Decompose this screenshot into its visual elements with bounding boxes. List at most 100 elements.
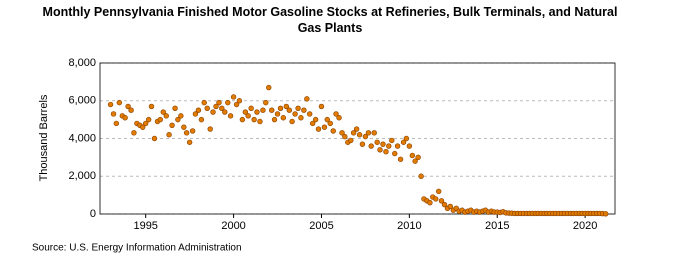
data-point: [397, 156, 404, 162]
data-point: [225, 99, 231, 106]
data-point: [113, 120, 120, 127]
y-tick-label: 8,000: [68, 57, 96, 69]
data-point: [286, 107, 293, 113]
data-point: [233, 101, 240, 108]
data-point: [145, 116, 152, 123]
data-point: [271, 116, 278, 123]
data-point: [210, 109, 216, 115]
data-point: [350, 130, 357, 136]
data-point: [353, 126, 360, 132]
data-point: [380, 141, 386, 147]
data-point: [400, 139, 407, 145]
data-point: [230, 94, 237, 100]
data-point: [447, 203, 454, 210]
x-tick-label: 2005: [309, 220, 333, 232]
data-point: [227, 113, 234, 119]
data-point: [125, 103, 131, 110]
data-point: [339, 130, 345, 136]
data-point: [216, 99, 222, 106]
data-point: [116, 99, 123, 106]
data-point: [356, 132, 363, 138]
chart-title: Monthly Pennsylvania Finished Motor Gaso…: [42, 5, 618, 35]
data-point: [274, 111, 281, 117]
source-note: Source: U.S. Energy Information Administ…: [32, 243, 242, 254]
data-point: [292, 111, 298, 117]
data-point: [131, 130, 137, 136]
plot-frame: [99, 62, 616, 215]
plot-area: [100, 63, 615, 214]
data-point: [389, 137, 395, 144]
data-point: [433, 196, 439, 202]
data-point: [324, 116, 330, 123]
data-point: [280, 115, 287, 121]
data-point: [315, 126, 322, 132]
data-point: [128, 107, 134, 113]
x-tick-label: 2020: [573, 220, 597, 232]
data-point: [157, 116, 163, 123]
data-point: [318, 103, 325, 110]
data-point: [178, 113, 184, 119]
data-point: [160, 109, 166, 115]
data-point: [295, 105, 301, 112]
data-point: [192, 111, 199, 117]
data-point: [427, 199, 433, 206]
data-point: [336, 115, 342, 121]
data-point: [602, 211, 609, 217]
data-point: [122, 115, 128, 121]
data-point: [172, 105, 178, 112]
data-point: [222, 109, 228, 115]
y-axis-label: Thousand Barrels: [38, 94, 50, 181]
data-point: [201, 99, 207, 106]
data-point: [277, 105, 284, 112]
data-point: [418, 173, 424, 179]
data-point: [368, 143, 374, 149]
data-point: [254, 109, 260, 115]
data-point: [403, 135, 410, 142]
data-point: [142, 120, 149, 127]
x-tick-label: 1995: [133, 220, 157, 232]
data-point: [175, 116, 181, 123]
data-point: [140, 124, 146, 130]
data-point: [365, 130, 372, 136]
data-point: [377, 147, 383, 153]
y-tick-label: 6,000: [68, 95, 96, 107]
data-point: [204, 105, 210, 112]
data-point: [242, 109, 249, 115]
data-point: [359, 141, 366, 147]
data-point: [409, 152, 416, 159]
data-point: [330, 128, 336, 134]
data-point: [283, 103, 290, 110]
data-point: [245, 113, 251, 119]
data-point: [392, 150, 398, 157]
data-point: [374, 139, 380, 145]
data-point: [181, 124, 187, 130]
data-point: [406, 143, 413, 149]
data-point: [266, 84, 272, 91]
data-point: [257, 118, 263, 125]
data-point: [301, 107, 307, 113]
data-point: [239, 116, 246, 123]
data-point: [251, 116, 257, 123]
x-tick-label: 2010: [397, 220, 421, 232]
data-point: [269, 107, 275, 113]
data-point: [383, 149, 389, 155]
data-point: [394, 143, 401, 149]
data-point: [248, 105, 254, 112]
data-point: [342, 133, 348, 140]
data-point: [169, 122, 175, 128]
y-tick-label: 0: [90, 208, 96, 220]
data-point: [386, 143, 392, 149]
data-point: [260, 107, 266, 113]
data-point: [110, 111, 117, 117]
data-point: [333, 111, 339, 117]
data-point: [183, 130, 190, 136]
data-point: [312, 116, 319, 123]
data-point: [415, 154, 421, 161]
data-point: [213, 103, 219, 110]
x-tick-label: 2000: [221, 220, 245, 232]
y-tick-label: 4,000: [68, 132, 96, 144]
data-point: [163, 113, 169, 119]
x-tick-label: 2015: [485, 220, 509, 232]
